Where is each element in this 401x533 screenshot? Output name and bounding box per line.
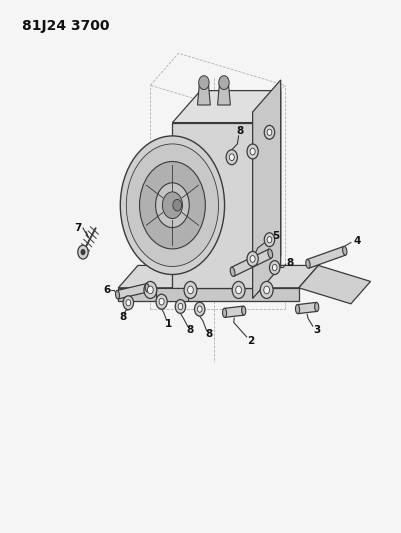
Circle shape bbox=[178, 303, 183, 310]
Circle shape bbox=[260, 281, 273, 298]
Ellipse shape bbox=[268, 249, 273, 258]
Text: 7: 7 bbox=[75, 223, 82, 232]
Circle shape bbox=[120, 136, 225, 274]
Ellipse shape bbox=[296, 305, 300, 313]
Circle shape bbox=[175, 300, 186, 313]
Polygon shape bbox=[156, 288, 188, 301]
Ellipse shape bbox=[315, 302, 319, 311]
Circle shape bbox=[194, 302, 205, 316]
Text: 81J24 3700: 81J24 3700 bbox=[22, 19, 109, 33]
Polygon shape bbox=[197, 83, 210, 105]
Polygon shape bbox=[217, 83, 230, 105]
Circle shape bbox=[173, 199, 182, 211]
Circle shape bbox=[232, 281, 245, 298]
Polygon shape bbox=[172, 91, 281, 123]
Text: 8: 8 bbox=[236, 126, 243, 136]
Text: 1: 1 bbox=[165, 319, 172, 328]
Circle shape bbox=[226, 150, 237, 165]
Text: 2: 2 bbox=[247, 336, 254, 345]
Polygon shape bbox=[231, 249, 271, 276]
Circle shape bbox=[159, 298, 164, 305]
Circle shape bbox=[162, 192, 182, 219]
Text: 8: 8 bbox=[286, 258, 293, 268]
Ellipse shape bbox=[306, 260, 310, 268]
Text: 5: 5 bbox=[272, 231, 279, 241]
Polygon shape bbox=[299, 265, 371, 304]
Circle shape bbox=[123, 296, 134, 310]
Polygon shape bbox=[253, 91, 281, 288]
Ellipse shape bbox=[342, 246, 347, 255]
Polygon shape bbox=[224, 306, 244, 317]
Circle shape bbox=[81, 249, 85, 255]
Circle shape bbox=[156, 183, 189, 228]
Circle shape bbox=[272, 264, 277, 271]
Text: 3: 3 bbox=[313, 326, 320, 335]
Text: 8: 8 bbox=[119, 312, 127, 321]
Circle shape bbox=[198, 76, 209, 90]
Ellipse shape bbox=[115, 290, 119, 299]
Circle shape bbox=[126, 300, 131, 306]
Polygon shape bbox=[118, 288, 299, 301]
Circle shape bbox=[267, 129, 272, 135]
Ellipse shape bbox=[242, 306, 246, 315]
Circle shape bbox=[247, 144, 258, 159]
Circle shape bbox=[264, 233, 275, 247]
Polygon shape bbox=[117, 284, 148, 299]
Polygon shape bbox=[118, 265, 318, 288]
Circle shape bbox=[144, 281, 157, 298]
Circle shape bbox=[126, 144, 219, 266]
Polygon shape bbox=[253, 80, 281, 298]
Text: 8: 8 bbox=[206, 329, 213, 339]
Circle shape bbox=[250, 255, 255, 262]
Text: 6: 6 bbox=[104, 286, 111, 295]
Circle shape bbox=[267, 237, 272, 243]
Circle shape bbox=[140, 161, 205, 249]
Circle shape bbox=[197, 306, 202, 312]
Circle shape bbox=[184, 281, 197, 298]
Circle shape bbox=[229, 154, 234, 160]
Text: 4: 4 bbox=[353, 236, 360, 246]
Circle shape bbox=[269, 261, 280, 274]
Circle shape bbox=[78, 245, 88, 259]
Circle shape bbox=[264, 286, 269, 294]
Circle shape bbox=[247, 252, 258, 266]
Polygon shape bbox=[297, 302, 317, 313]
Circle shape bbox=[219, 76, 229, 90]
Circle shape bbox=[148, 286, 153, 294]
Ellipse shape bbox=[230, 267, 235, 277]
Circle shape bbox=[264, 125, 275, 139]
Polygon shape bbox=[307, 246, 346, 268]
Text: 8: 8 bbox=[187, 325, 194, 335]
Polygon shape bbox=[172, 123, 253, 288]
Circle shape bbox=[250, 148, 255, 155]
Ellipse shape bbox=[145, 284, 149, 292]
Ellipse shape bbox=[223, 309, 227, 317]
Circle shape bbox=[236, 286, 241, 294]
Circle shape bbox=[156, 294, 167, 309]
Circle shape bbox=[188, 286, 193, 294]
